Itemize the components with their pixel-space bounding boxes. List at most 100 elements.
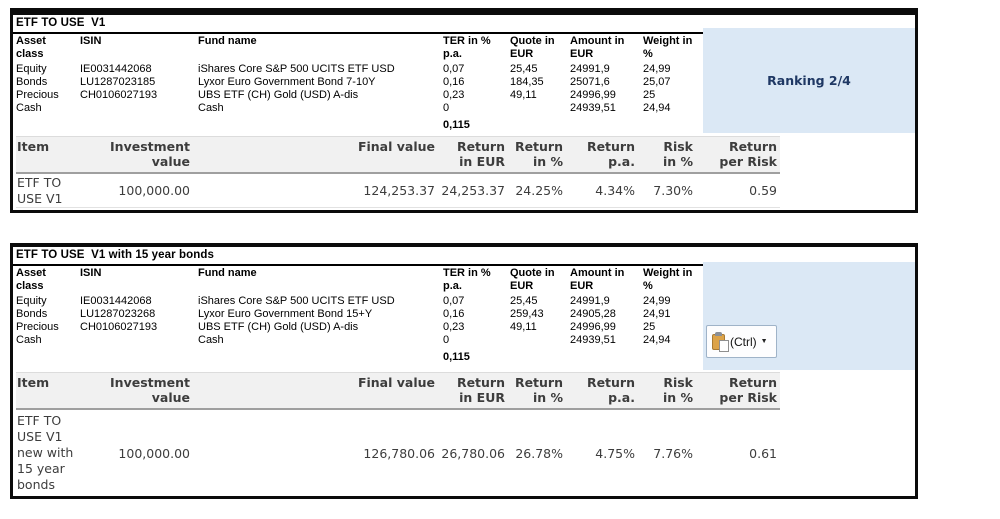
table-title: ETF TO USE V1 with 15 year bonds: [16, 249, 214, 261]
summary-cell-return-eur: 26,780.06: [441, 445, 505, 461]
cell-fund-name: iShares Core S&P 500 UCITS ETF USD: [198, 295, 395, 307]
summary-cell-final: 124,253.37: [363, 183, 435, 198]
asset-header-fund-name: Fund name: [198, 35, 257, 47]
title-underline: [13, 32, 703, 34]
cell-empty: [510, 347, 570, 360]
summary-header-return-eur: Return in EUR: [456, 375, 505, 405]
cell-isin: LU1287023268: [80, 308, 156, 320]
summary-header-return-per-risk: Return per Risk: [719, 375, 777, 405]
cell-isin: LU1287023185: [80, 76, 156, 88]
cell-asset-class: Bonds: [16, 76, 48, 88]
summary-header-return-pct: Return in %: [514, 139, 563, 169]
cell-quote: [510, 334, 570, 347]
cell-empty: [16, 115, 80, 128]
cell-empty: [570, 115, 643, 128]
asset-header-isin: ISIN: [80, 267, 102, 279]
cell-fund-name: Lyxor Euro Government Bond 15+Y: [198, 308, 373, 320]
paste-area-panel: (Ctrl) ▼: [703, 262, 915, 370]
cell-quote: 25,45: [510, 63, 538, 75]
cell-fund-name: Cash: [198, 334, 224, 346]
summary-header-row: Item Investment value Final value Return…: [16, 136, 780, 174]
cell-quote: 49,11: [510, 321, 537, 333]
summary-cell-investment: 100,000.00: [118, 183, 190, 198]
asset-header-amount: Amount in EUR: [570, 35, 625, 60]
cell-asset-class: Cash: [16, 102, 42, 114]
chevron-down-icon[interactable]: ▼: [760, 338, 768, 345]
cell-fund-name: UBS ETF (CH) Gold (USD) A-dis: [198, 321, 359, 333]
cell-quote: 259,43: [510, 308, 544, 320]
cell-quote: 184,35: [510, 76, 544, 88]
asset-header-isin: ISIN: [80, 35, 102, 47]
summary-data-row: ETF TO USE V1 100,000.00 124,253.37 24,2…: [16, 174, 780, 208]
cell-weight: 25: [643, 321, 656, 333]
portfolio-table-v1-15y-bonds: ETF TO USE V1 with 15 year bonds Asset c…: [10, 243, 918, 499]
cell-empty: [570, 347, 643, 360]
summary-cell-return-pct: 26.78%: [515, 445, 563, 461]
summary-cell-risk: 7.76%: [653, 445, 693, 461]
summary-header-final: Final value: [357, 139, 435, 154]
cell-ter: 0,23: [443, 89, 465, 101]
cell-empty: [80, 347, 198, 360]
summary-header-risk: Risk in %: [662, 375, 693, 405]
cell-weight: 25: [643, 89, 656, 101]
ter-sum: 0,115: [443, 119, 470, 131]
asset-header-fund-name: Fund name: [198, 267, 257, 279]
cell-ter: 0,16: [443, 76, 465, 88]
cell-amount: 24991,9: [570, 63, 610, 75]
summary-data-row: ETF TO USE V1 new with 15 year bonds 100…: [16, 410, 780, 496]
cell-ter: 0: [443, 102, 450, 114]
summary-cell-return-pct: 24.25%: [515, 183, 563, 198]
cell-asset-class: Bonds: [16, 308, 48, 320]
summary-cell-item: ETF TO USE V1 new with 15 year bonds: [17, 413, 74, 492]
ranking-panel: Ranking 2/4: [703, 28, 915, 133]
summary-header-final: Final value: [357, 375, 435, 390]
cell-empty: [643, 115, 706, 128]
ter-sum: 0,115: [443, 351, 470, 363]
summary-cell-final: 126,780.06: [363, 445, 435, 461]
cell-weight: 24,99: [643, 63, 671, 75]
summary-header-risk: Risk in %: [662, 139, 693, 169]
cell-empty: [510, 115, 570, 128]
cell-isin: IE0031442068: [80, 63, 152, 75]
asset-header-amount: Amount in EUR: [570, 267, 625, 292]
summary-cell-return-pa: 4.34%: [595, 183, 635, 198]
cell-fund-name: Cash: [198, 102, 224, 114]
cell-fund-name: iShares Core S&P 500 UCITS ETF USD: [198, 63, 395, 75]
asset-grid: Asset class ISIN Fund name TER in % p.a.…: [16, 35, 706, 134]
summary-header-item: Item: [17, 139, 50, 154]
summary-header-return-pa: Return p.a.: [586, 139, 635, 169]
summary-table: Item Investment value Final value Return…: [16, 372, 780, 496]
cell-empty: [80, 115, 198, 128]
clipboard-paste-icon: [712, 332, 729, 352]
cell-ter: 0,23: [443, 321, 465, 333]
cell-amount: 25071,6: [570, 76, 610, 88]
cell-empty: [198, 347, 443, 360]
cell-isin: IE0031442068: [80, 295, 152, 307]
summary-cell-return-pa: 4.75%: [595, 445, 635, 461]
cell-ter: 0,07: [443, 63, 465, 75]
cell-quote: [510, 102, 570, 115]
asset-header-quote: Quote in EUR: [510, 35, 555, 60]
asset-header-quote: Quote in EUR: [510, 267, 555, 292]
summary-cell-return-eur: 24,253.37: [441, 183, 505, 198]
asset-header-ter: TER in % p.a.: [443, 267, 491, 292]
summary-cell-investment: 100,000.00: [118, 445, 190, 461]
cell-quote: 49,11: [510, 89, 537, 101]
paste-options-button[interactable]: (Ctrl) ▼: [706, 325, 777, 358]
asset-header-ter: TER in % p.a.: [443, 35, 491, 60]
summary-cell-return-per-risk: 0.59: [749, 183, 777, 198]
cell-weight: 24,91: [643, 308, 671, 320]
cell-weight: 25,07: [643, 76, 671, 88]
cell-amount: 24905,28: [570, 308, 616, 320]
summary-header-investment: Investment value: [110, 139, 190, 169]
summary-table: Item Investment value Final value Return…: [16, 136, 780, 208]
asset-header-weight: Weight in %: [643, 267, 693, 292]
summary-cell-item: ETF TO USE V1: [17, 174, 63, 206]
cell-empty: [643, 347, 706, 360]
summary-header-row: Item Investment value Final value Return…: [16, 372, 780, 410]
cell-ter: 0,07: [443, 295, 465, 307]
asset-header-weight: Weight in %: [643, 35, 693, 60]
summary-cell-return-per-risk: 0.61: [749, 445, 777, 461]
cell-amount: 24996,99: [570, 321, 616, 333]
cell-isin: [80, 334, 198, 347]
